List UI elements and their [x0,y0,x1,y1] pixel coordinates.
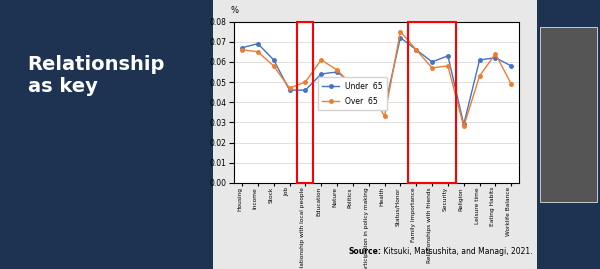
Under  65 [238,46,245,49]
Over  65 [444,64,452,68]
Over  65 [381,115,388,118]
Over  65 [365,87,372,90]
Over  65 [334,68,341,72]
Under  65 [508,64,515,68]
Over  65 [476,75,483,78]
Under  65 [365,97,372,100]
Under  65 [381,107,388,110]
Over  65 [270,64,277,68]
Over  65 [286,87,293,90]
Under  65 [334,70,341,74]
Text: Source:: Source: [349,247,382,256]
Line: Over  65: Over 65 [240,30,513,128]
Under  65 [428,60,436,63]
Under  65 [317,72,325,76]
Over  65 [460,125,467,128]
Under  65 [286,89,293,92]
Bar [298,22,313,183]
Over  65 [508,82,515,86]
Under  65 [254,42,262,45]
Text: Kitsuki, Matsushita, and Managi, 2021.: Kitsuki, Matsushita, and Managi, 2021. [382,247,533,256]
Under  65 [397,36,404,39]
Over  65 [428,66,436,70]
Over  65 [302,80,309,84]
Text: %: % [230,6,238,16]
Bar [408,22,456,183]
Under  65 [444,54,452,58]
Text: Relationship
as key: Relationship as key [28,55,165,96]
Over  65 [254,50,262,54]
Over  65 [317,58,325,62]
Legend: Under  65, Over  65: Under 65, Over 65 [318,77,388,110]
Under  65 [460,123,467,126]
Over  65 [492,52,499,55]
Line: Under  65: Under 65 [240,36,513,126]
Under  65 [476,58,483,62]
Bar [540,27,597,202]
Under  65 [413,48,420,51]
Over  65 [397,30,404,33]
Under  65 [270,58,277,62]
Under  65 [492,56,499,59]
Over  65 [238,48,245,51]
Over  65 [413,48,420,51]
Under  65 [302,89,309,92]
Over  65 [349,84,356,88]
Under  65 [349,82,356,86]
